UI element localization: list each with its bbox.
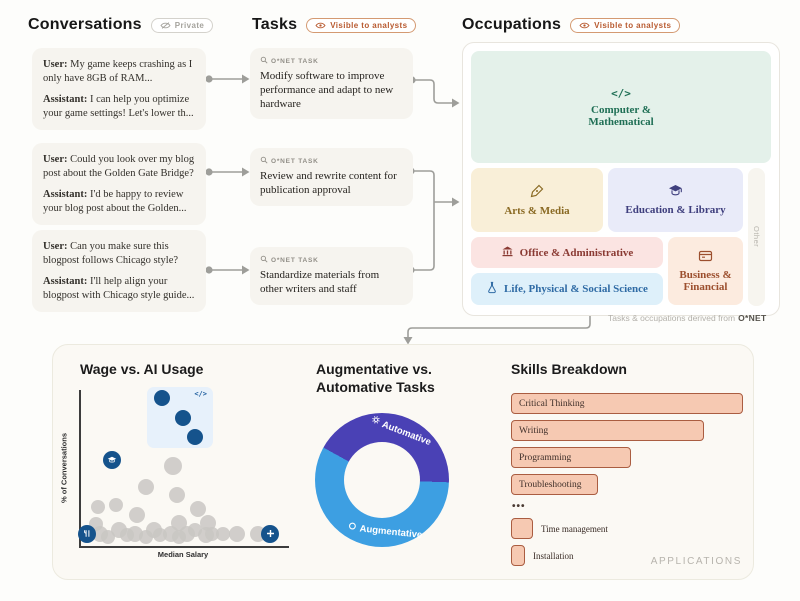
- tasks-title: Tasks: [252, 16, 298, 33]
- occupation-card-other: Other: [748, 168, 765, 306]
- eye-icon: [315, 21, 326, 30]
- code-icon: </>: [194, 390, 207, 398]
- occupation-label: Business & Financial: [679, 268, 732, 293]
- magnifier-icon: [260, 156, 268, 166]
- skill-row: Writing: [511, 420, 756, 441]
- conversation-card: User: My game keeps crashing as I only h…: [32, 48, 206, 131]
- skill-bar: Programming: [511, 447, 631, 468]
- wage-chart-xlabel: Median Salary: [157, 550, 209, 559]
- occupation-label: Education & Library: [625, 204, 726, 216]
- conversation-assistant-line: Assistant: I can help you optimize your …: [43, 93, 194, 119]
- task-card: O*NET TASK Review and rewrite content fo…: [250, 148, 413, 206]
- pen-icon: [530, 184, 544, 201]
- occupation-label: Life, Physical & Social Science: [504, 283, 648, 295]
- onet-task-label: O*NET TASK: [271, 57, 319, 65]
- visible-to-analysts-badge: Visible to analysts: [570, 17, 681, 33]
- conversation-user-line: User: My game keeps crashing as I only h…: [43, 59, 193, 84]
- skills-title: Skills Breakdown: [511, 361, 627, 377]
- magnifier-icon: [260, 255, 268, 265]
- skill-bar: Critical Thinking: [511, 393, 743, 414]
- skill-bar: Troubleshooting: [511, 474, 598, 495]
- conversation-assistant-line: Assistant: I'll help align your blogpost…: [43, 275, 195, 301]
- task-card: O*NET TASK Standardize materials from ot…: [250, 247, 413, 305]
- private-badge-label: Private: [174, 20, 205, 30]
- occupations-header: Occupations Visible to analysts: [462, 16, 681, 34]
- footnote-text: Tasks & occupations derived from: [608, 313, 736, 323]
- skill-row: Installation: [511, 545, 756, 566]
- tasks-header: Tasks Visible to analysts: [252, 16, 417, 34]
- skill-bar: [511, 518, 533, 539]
- skill-row: Critical Thinking: [511, 393, 756, 414]
- magnifier-icon: [260, 56, 268, 66]
- eye-off-icon: [160, 21, 171, 30]
- onet-task-label: O*NET TASK: [271, 256, 319, 264]
- occupation-label: Office & Administrative: [519, 246, 634, 259]
- skill-label: Installation: [533, 550, 574, 561]
- occupation-card-computer-mathematical: </> Computer & Mathematical: [471, 51, 771, 163]
- occupation-card-education-library: Education & Library: [608, 168, 743, 232]
- occupation-label: Computer & Mathematical: [588, 103, 654, 128]
- donut-chart: Automative Augmentative: [315, 413, 449, 547]
- donut-label-automative: Automative: [369, 414, 433, 448]
- skill-row: Programming: [511, 447, 756, 468]
- conversation-card: User: Can you make sure this blogpost fo…: [32, 230, 206, 313]
- wage-chart-ylabel: % of Conversations: [59, 432, 69, 504]
- onet-task-tag: O*NET TASK: [260, 255, 403, 265]
- occupations-panel: </> Computer & Mathematical Arts & Media…: [462, 42, 780, 316]
- occupation-card-arts-media: Arts & Media: [471, 168, 603, 232]
- donut-chart-title: Augmentative vs. Automative Tasks: [316, 360, 435, 396]
- ring-icon: [347, 521, 357, 534]
- task-text: Standardize materials from other writers…: [260, 269, 380, 295]
- occupation-card-office-administrative: Office & Administrative: [471, 237, 663, 268]
- graduation-cap-icon: [668, 184, 683, 200]
- onet-logo: O*NET: [738, 313, 767, 323]
- occupation-card-life-physical-social-science: Life, Physical & Social Science: [471, 273, 663, 305]
- conversation-user-line: User: Could you look over my blog post a…: [43, 154, 195, 179]
- conversations-title: Conversations: [28, 16, 142, 33]
- occupation-card-business-financial: Business & Financial: [668, 237, 743, 305]
- gear-icon: [369, 414, 382, 428]
- bank-icon: [501, 245, 514, 260]
- donut-label-augmentative: Augmentative: [347, 521, 423, 541]
- highlight-region: </>: [147, 387, 213, 448]
- skill-row: Troubleshooting: [511, 474, 756, 495]
- donut-title-line2: Automative Tasks: [316, 379, 435, 396]
- onet-task-tag: O*NET TASK: [260, 56, 403, 66]
- task-text: Review and rewrite content for publicati…: [260, 170, 397, 196]
- augmentative-label: Augmentative: [359, 522, 423, 541]
- conversation-user-line: User: Can you make sure this blogpost fo…: [43, 241, 179, 266]
- code-icon: </>: [611, 86, 631, 100]
- conversations-header: Conversations Private: [28, 16, 214, 34]
- skill-label: Time management: [541, 523, 608, 534]
- onet-task-label: O*NET TASK: [271, 157, 319, 165]
- wage-chart-title: Wage vs. AI Usage: [80, 361, 204, 377]
- visible-badge-label: Visible to analysts: [594, 20, 672, 30]
- skill-bar: [511, 545, 525, 566]
- flask-icon: [486, 281, 498, 297]
- skills-list: Critical Thinking Writing Programming Troub…: [511, 393, 756, 572]
- private-badge: Private: [150, 17, 214, 33]
- other-label: Other: [752, 226, 761, 248]
- applications-corner-label: APPLICATIONS: [650, 556, 742, 567]
- task-text: Modify software to improve performance a…: [260, 70, 394, 110]
- conversation-card: User: Could you look over my blog post a…: [32, 143, 206, 226]
- footnote: Tasks & occupations derived from O*NET: [608, 313, 767, 323]
- visible-to-analysts-badge: Visible to analysts: [306, 17, 417, 33]
- wage-chart-axes: [79, 390, 289, 548]
- wallet-icon: [698, 250, 713, 265]
- occupations-title: Occupations: [462, 16, 562, 33]
- skill-row: Time management: [511, 518, 756, 539]
- donut-title-line1: Augmentative vs.: [316, 361, 432, 377]
- visible-badge-label: Visible to analysts: [330, 20, 408, 30]
- onet-task-tag: O*NET TASK: [260, 156, 403, 166]
- skills-ellipsis: •••: [512, 501, 526, 512]
- occupation-label: Arts & Media: [504, 204, 570, 217]
- conversation-assistant-line: Assistant: I'd be happy to review your b…: [43, 188, 187, 214]
- eye-icon: [579, 21, 590, 30]
- task-card: O*NET TASK Modify software to improve pe…: [250, 48, 413, 120]
- skill-bar: Writing: [511, 420, 704, 441]
